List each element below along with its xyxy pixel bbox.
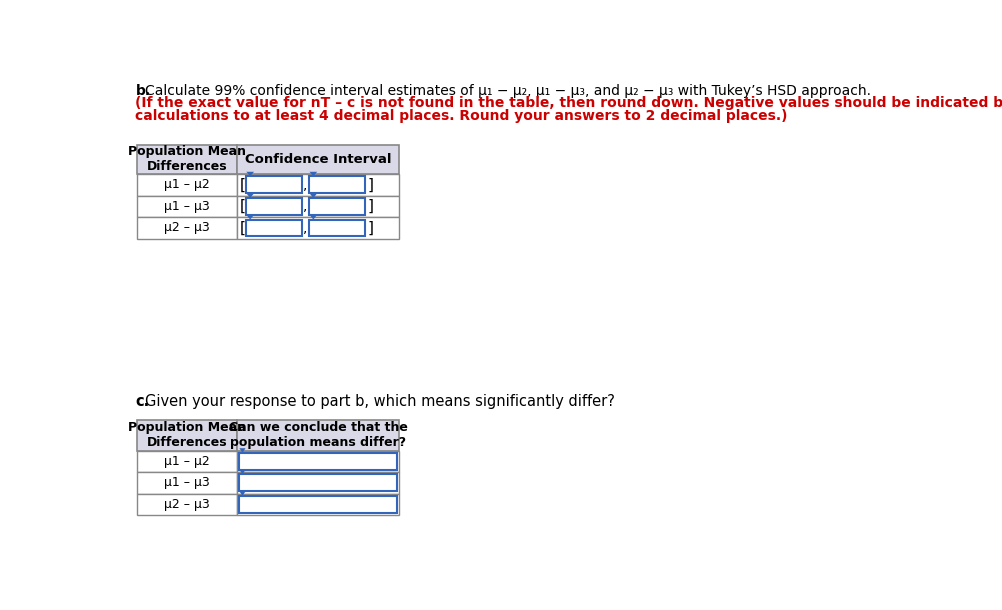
Text: ,: , <box>303 199 307 213</box>
Text: μ2 – μ3: μ2 – μ3 <box>164 221 210 234</box>
Polygon shape <box>310 193 318 198</box>
Bar <box>237 196 399 217</box>
Text: μ1 – μ3: μ1 – μ3 <box>164 476 210 489</box>
Bar <box>310 198 365 215</box>
Bar <box>237 451 399 472</box>
Bar <box>310 176 365 193</box>
Text: Given your response to part b, which means significantly differ?: Given your response to part b, which mea… <box>144 393 614 409</box>
Bar <box>237 174 399 196</box>
Text: Population Mean
Differences: Population Mean Differences <box>128 421 246 449</box>
Text: ,: , <box>303 221 307 235</box>
Text: Confidence Interval: Confidence Interval <box>244 153 391 166</box>
Bar <box>137 493 237 515</box>
Polygon shape <box>246 193 255 198</box>
Bar <box>237 145 399 174</box>
Text: b.: b. <box>135 84 150 98</box>
Bar <box>137 451 237 472</box>
Text: Population Mean
Differences: Population Mean Differences <box>128 145 246 173</box>
Bar <box>238 496 397 513</box>
Bar <box>237 493 399 515</box>
Bar <box>310 220 365 237</box>
Polygon shape <box>246 172 255 176</box>
Polygon shape <box>239 448 245 453</box>
Text: (If the exact value for nΤ – c is not found in the table, then round down. Negat: (If the exact value for nΤ – c is not fo… <box>135 96 1002 110</box>
Text: μ1 – μ2: μ1 – μ2 <box>164 178 210 192</box>
Text: ]: ] <box>367 199 373 214</box>
Polygon shape <box>246 215 255 220</box>
Bar <box>237 420 399 451</box>
Bar <box>137 174 237 196</box>
Bar <box>137 217 237 239</box>
Text: μ1 – μ2: μ1 – μ2 <box>164 455 210 468</box>
Text: [: [ <box>240 220 246 235</box>
Text: ]: ] <box>367 220 373 235</box>
Bar <box>246 220 302 237</box>
Bar <box>137 420 237 451</box>
Text: Calculate 99% confidence interval estimates of μ₁ − μ₂, μ₁ − μ₃, and μ₂ − μ₃ wit: Calculate 99% confidence interval estima… <box>144 84 871 98</box>
Bar <box>246 176 302 193</box>
Text: μ2 – μ3: μ2 – μ3 <box>164 498 210 511</box>
Text: ]: ] <box>367 178 373 192</box>
Text: ,: , <box>303 178 307 192</box>
Text: Can we conclude that the
population means differ?: Can we conclude that the population mean… <box>228 421 408 449</box>
Bar <box>237 217 399 239</box>
Text: c.: c. <box>135 393 149 409</box>
Text: [: [ <box>240 178 246 192</box>
Polygon shape <box>239 470 245 475</box>
Bar <box>238 475 397 491</box>
Bar <box>237 472 399 493</box>
Polygon shape <box>310 172 318 176</box>
Bar <box>246 198 302 215</box>
Text: calculations to at least 4 decimal places. Round your answers to 2 decimal place: calculations to at least 4 decimal place… <box>135 109 788 123</box>
Bar <box>137 196 237 217</box>
Polygon shape <box>310 215 318 220</box>
Text: μ1 – μ3: μ1 – μ3 <box>164 200 210 213</box>
Bar <box>137 472 237 493</box>
Bar <box>137 145 237 174</box>
Bar <box>238 453 397 470</box>
Polygon shape <box>239 491 245 496</box>
Text: [: [ <box>240 199 246 214</box>
